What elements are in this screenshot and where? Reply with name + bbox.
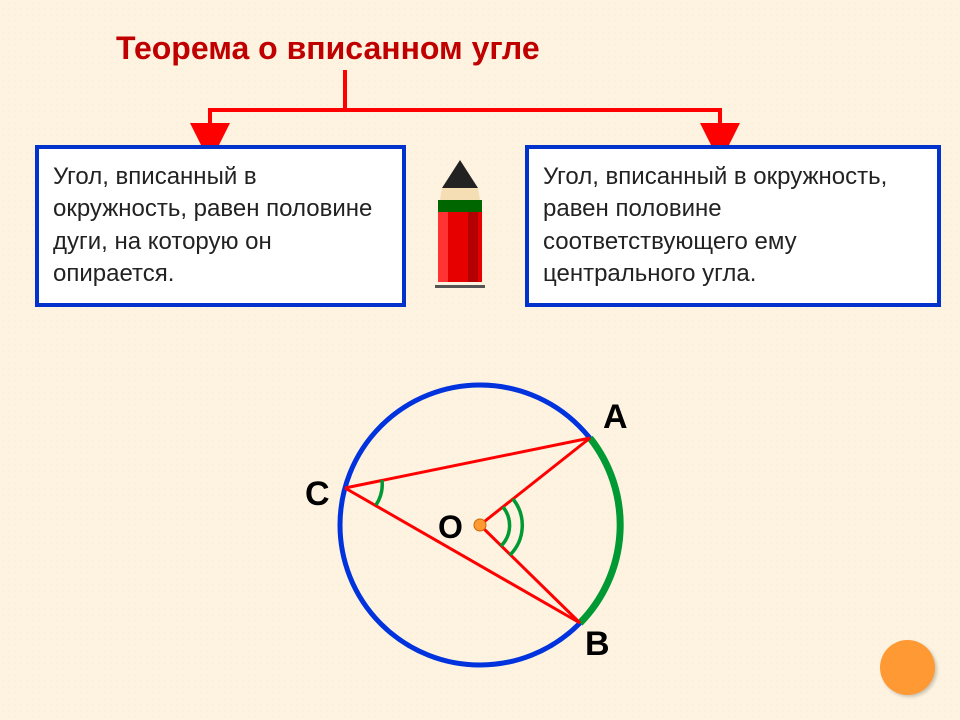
label-B: B (585, 625, 610, 663)
label-C: С (305, 475, 330, 513)
decor-circle-icon (880, 640, 935, 695)
label-O: O (438, 509, 463, 545)
label-A: A (603, 398, 628, 436)
page-title: Теорема о вписанном угле (116, 30, 540, 67)
pencil-icon (430, 160, 500, 305)
geometry-diagram: A B С O (270, 355, 690, 695)
theorem-box-left: Угол, вписанный в окружность, равен поло… (35, 145, 406, 307)
theorem-box-right: Угол, вписанный в окружность, равен поло… (525, 145, 941, 307)
